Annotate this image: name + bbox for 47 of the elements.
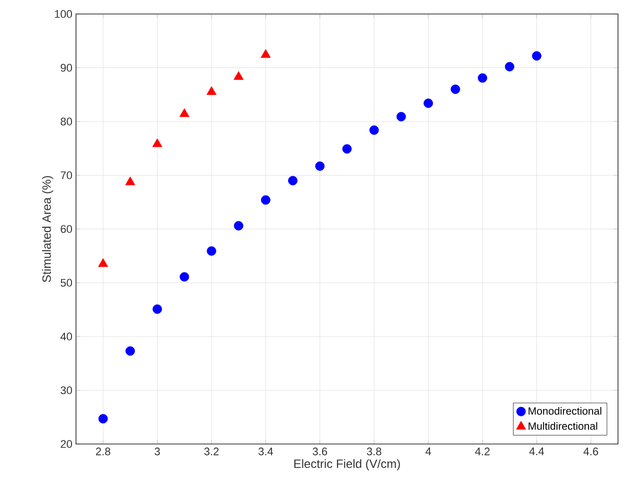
x-axis-title: Electric Field (V/cm) [294, 459, 400, 470]
x-tick-label: 4.6 [584, 448, 598, 456]
point [234, 221, 244, 230]
point [125, 176, 136, 186]
y-tick-label: 30 [60, 386, 72, 394]
point [315, 161, 325, 171]
x-tick-label: 3.4 [258, 448, 274, 456]
point [478, 73, 488, 83]
y-tick-label: 60 [60, 225, 72, 233]
x-tick-label: 4.4 [529, 448, 544, 456]
point [396, 112, 406, 122]
point [450, 84, 460, 94]
y-tick-label: 20 [60, 440, 72, 448]
x-tick-label: 4.2 [475, 448, 490, 456]
point [98, 414, 108, 424]
point [152, 304, 162, 314]
point [342, 144, 352, 154]
point [369, 125, 379, 135]
point [424, 98, 433, 108]
x-tick-label: 4 [425, 448, 432, 456]
point [288, 176, 298, 186]
legend-label: Monodirectional [528, 406, 602, 415]
y-tick-label: 50 [60, 278, 72, 287]
y-tick-label: 90 [60, 64, 72, 72]
x-tick-label: 3 [154, 448, 160, 456]
point [532, 51, 542, 61]
x-tick-label: 3.6 [312, 448, 328, 456]
y-tick-label: 40 [60, 332, 72, 340]
point [206, 246, 216, 256]
point [261, 195, 270, 205]
x-tick-label: 2.8 [96, 448, 110, 456]
point [206, 86, 216, 95]
y-tick-label: 80 [60, 118, 72, 126]
point [179, 108, 190, 117]
x-tick-label: 3.8 [366, 448, 382, 456]
x-tick-label: 3.2 [204, 448, 219, 456]
point [152, 138, 162, 148]
y-tick-label: 70 [60, 171, 72, 180]
point [180, 272, 190, 282]
point [260, 49, 271, 58]
legend-label: Multidirectional [528, 422, 598, 430]
point [98, 258, 108, 267]
point [504, 62, 514, 72]
y-tick-label: 100 [54, 10, 72, 18]
point [234, 71, 244, 80]
point [126, 346, 135, 356]
y-axis-title: Stimulated Area (%) [42, 176, 54, 282]
